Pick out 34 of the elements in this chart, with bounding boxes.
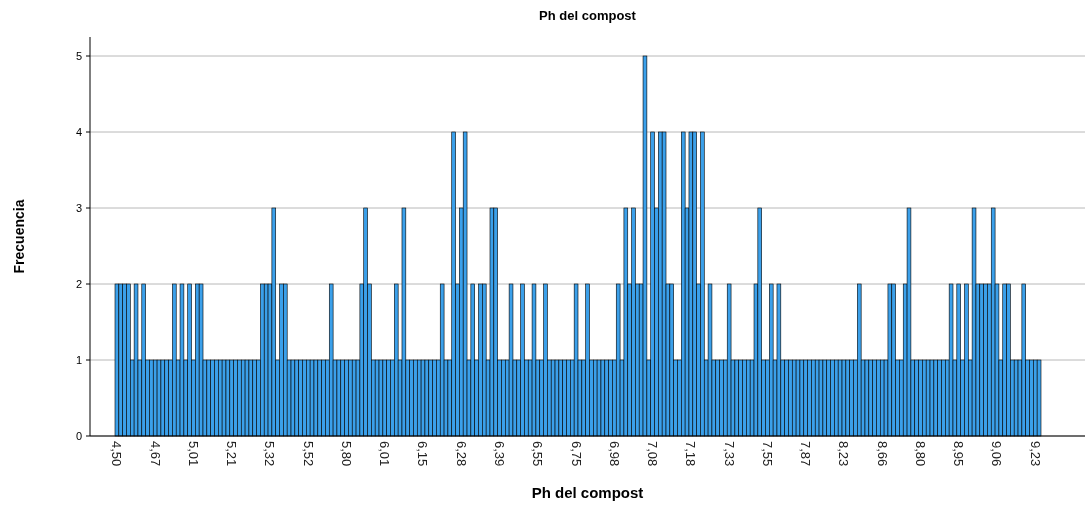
x-tick-label: 7,08: [645, 441, 661, 467]
chart-title: Ph del compost: [539, 8, 637, 23]
x-tick-label: 6,28: [453, 441, 469, 467]
x-tick-label: 5,52: [300, 441, 316, 467]
y-tick-label: 4: [75, 125, 82, 138]
y-tick-label: 0: [75, 429, 82, 442]
x-tick-label: 7,55: [759, 441, 775, 467]
x-tick-label: 6,15: [415, 441, 431, 467]
x-tick-label: 8,80: [912, 441, 928, 467]
x-tick-label: 7,18: [683, 441, 699, 467]
y-tick-label: 5: [75, 49, 82, 62]
x-tick-label: 9,23: [1027, 441, 1043, 467]
x-tick-label: 9,06: [989, 441, 1005, 467]
x-tick-label: 6,01: [377, 441, 393, 467]
x-tick-label: 6,55: [530, 441, 546, 467]
x-tick-label: 7,87: [798, 441, 814, 467]
x-tick-label: 6,98: [606, 441, 622, 467]
y-tick-label: 2: [75, 277, 82, 290]
y-tick-label: 1: [75, 353, 82, 366]
x-tick-label: 4,50: [109, 441, 125, 467]
x-tick-label: 8,23: [836, 441, 852, 467]
x-tick-label: 4,67: [147, 441, 163, 467]
x-tick-label: 8,66: [874, 441, 890, 467]
y-tick-label: 3: [75, 201, 82, 214]
x-tick-label: 6,39: [492, 441, 508, 467]
x-tick-label: 5,80: [338, 441, 354, 467]
x-tick-label: 5,01: [185, 441, 201, 467]
x-axis-title: Ph del compost: [531, 484, 644, 501]
x-tick-label: 5,32: [262, 441, 278, 467]
x-tick-label: 5,21: [224, 441, 240, 467]
x-tick-label: 8,95: [951, 441, 967, 467]
y-axis-title: Frecuencia: [11, 199, 27, 274]
x-tick-label: 7,33: [721, 441, 737, 467]
x-tick-label: 6,75: [568, 441, 584, 467]
